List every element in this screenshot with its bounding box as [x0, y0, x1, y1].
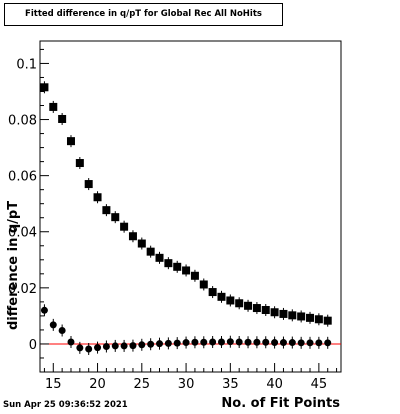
data-point-circle	[156, 340, 164, 348]
data-point-circle	[76, 344, 84, 352]
data-point-circle	[40, 306, 48, 314]
data-point-square	[164, 259, 173, 268]
chart-title-box: Fitted difference in q/pT for Global Rec…	[4, 3, 283, 26]
data-point-square	[58, 114, 67, 123]
data-point-circle	[129, 342, 137, 350]
y-tick-label: 0.04	[8, 226, 37, 241]
data-point-square	[173, 262, 182, 271]
data-point-circle	[173, 339, 181, 347]
data-point-square	[226, 296, 235, 305]
data-point-circle	[279, 339, 287, 347]
data-point-square	[182, 266, 191, 275]
data-point-circle	[271, 339, 279, 347]
data-point-square	[128, 232, 137, 241]
data-point-square	[261, 306, 270, 315]
data-point-square	[323, 316, 332, 325]
data-point-square	[252, 304, 261, 313]
timestamp: Sun Apr 25 09:36:52 2021	[3, 400, 128, 410]
y-tick-label: 0.1	[16, 57, 37, 72]
data-point-square	[120, 222, 129, 231]
data-point-circle	[226, 338, 234, 346]
chart-title: Fitted difference in q/pT for Global Rec…	[25, 9, 262, 19]
data-point-square	[297, 312, 306, 321]
data-point-square	[199, 280, 208, 289]
y-tick-label: 0.08	[8, 114, 37, 129]
x-tick-label: 15	[45, 377, 62, 392]
data-point-circle	[120, 342, 128, 350]
plot-frame	[39, 40, 342, 373]
x-tick-label: 35	[222, 377, 239, 392]
x-tick-label: 20	[89, 377, 106, 392]
data-point-square	[102, 206, 111, 215]
data-point-square	[217, 292, 226, 301]
data-point-circle	[182, 339, 190, 347]
data-point-circle	[315, 339, 323, 347]
data-point-circle	[58, 326, 66, 334]
data-point-square	[270, 308, 279, 317]
x-axis-label: No. of Fit Points	[221, 396, 340, 411]
data-point-square	[235, 299, 244, 308]
data-point-circle	[164, 339, 172, 347]
data-point-circle	[235, 338, 243, 346]
data-point-square	[155, 253, 164, 262]
data-point-square	[84, 180, 93, 189]
data-point-square	[75, 159, 84, 168]
data-point-circle	[147, 340, 155, 348]
data-point-circle	[85, 345, 93, 353]
data-point-circle	[102, 342, 110, 350]
data-point-square	[314, 315, 323, 324]
data-point-square	[244, 301, 253, 310]
data-point-square	[288, 311, 297, 320]
data-point-circle	[297, 339, 305, 347]
data-point-circle	[217, 338, 225, 346]
data-point-square	[279, 309, 288, 318]
y-tick-label: 0.02	[8, 282, 37, 297]
data-point-square	[137, 239, 146, 248]
data-point-circle	[244, 338, 252, 346]
data-point-circle	[324, 339, 332, 347]
data-point-square	[66, 137, 75, 146]
data-point-square	[40, 83, 49, 92]
data-point-circle	[67, 338, 75, 346]
data-point-circle	[253, 338, 261, 346]
data-point-square	[146, 247, 155, 256]
data-point-circle	[111, 342, 119, 350]
data-point-square	[111, 213, 120, 222]
data-point-circle	[288, 339, 296, 347]
data-point-circle	[49, 321, 57, 329]
y-tick-label: 0	[29, 338, 37, 353]
data-point-square	[93, 193, 102, 202]
x-tick-label: 40	[266, 377, 283, 392]
y-tick-label: 0.06	[8, 170, 37, 185]
data-point-circle	[209, 338, 217, 346]
data-point-square	[208, 288, 217, 297]
data-point-circle	[191, 338, 199, 346]
data-point-circle	[94, 344, 102, 352]
data-point-circle	[262, 338, 270, 346]
x-tick-label: 25	[134, 377, 151, 392]
data-point-square	[190, 271, 199, 280]
data-point-circle	[138, 341, 146, 349]
y-axis-label: difference in q/pT	[6, 200, 21, 330]
data-point-circle	[200, 338, 208, 346]
x-tick-label: 45	[311, 377, 328, 392]
data-point-square	[306, 313, 315, 322]
data-point-square	[49, 102, 58, 111]
x-tick-label: 30	[178, 377, 195, 392]
data-point-circle	[306, 339, 314, 347]
